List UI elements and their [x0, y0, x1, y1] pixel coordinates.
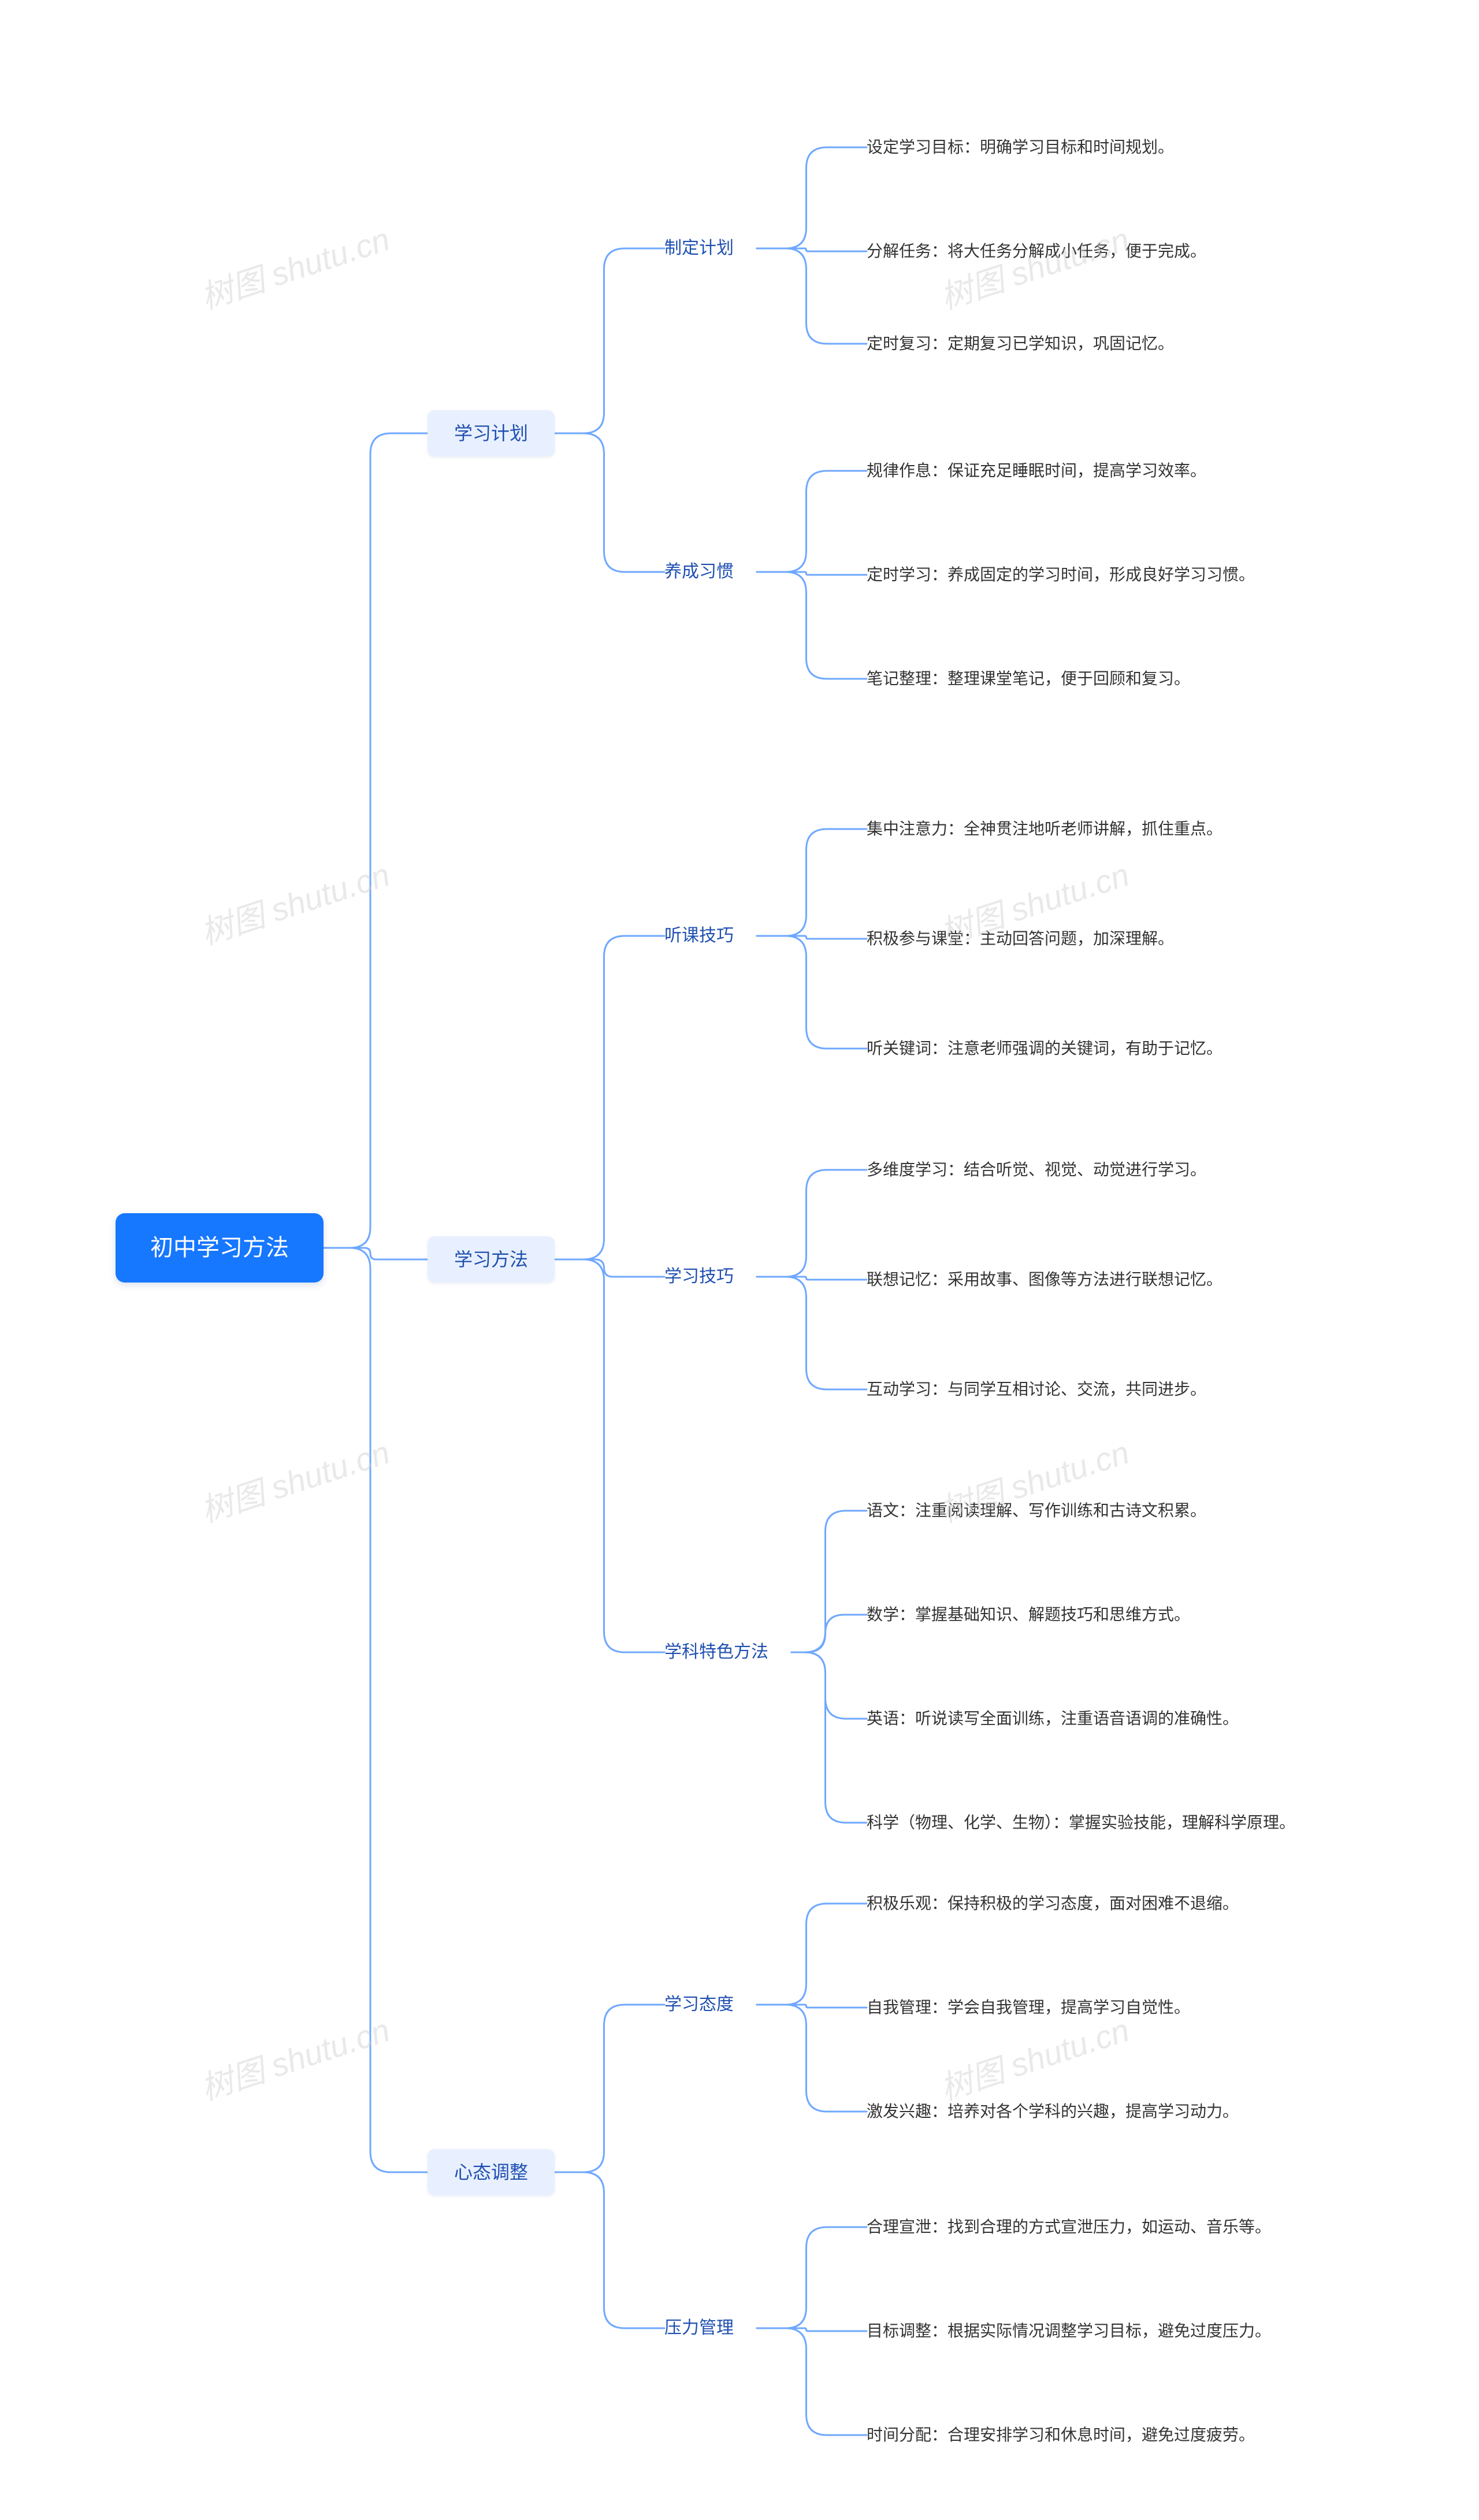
- leaf-b1s2l2: 定时学习：养成固定的学习时间，形成良好学习习惯。: [867, 555, 1387, 595]
- leaf-b1s2l3-label: 笔记整理：整理课堂笔记，便于回顾和复习。: [867, 667, 1190, 690]
- sub-b2s2[interactable]: 学习技巧: [664, 1259, 757, 1294]
- sub-b1s2-label: 养成习惯: [664, 562, 734, 582]
- mindmap-canvas: 初中学习方法 学习计划 制定计划 设定学习目标：明确学习目标和时间规划。分解任务：将大…: [0, 0, 1479, 2520]
- leaf-b2s2l3-label: 互动学习：与同学互相讨论、交流，共同进步。: [867, 1378, 1206, 1400]
- sub-b3s2-label: 压力管理: [664, 2318, 734, 2339]
- leaf-b1s1l2: 分解任务：将大任务分解成小任务，便于完成。: [867, 231, 1387, 272]
- branch-b2-label: 学习方法: [454, 1248, 528, 1270]
- leaf-b2s3l4-label: 科学（物理、化学、生物）：掌握实验技能，理解科学原理。: [867, 1811, 1295, 1834]
- leaf-b1s2l1-label: 规律作息：保证充足睡眠时间，提高学习效率。: [867, 459, 1206, 482]
- leaf-b3s1l3-label: 激发兴趣：培养对各个学科的兴趣，提高学习动力。: [867, 2100, 1239, 2123]
- sub-b2s2-label: 学习技巧: [664, 1266, 734, 1287]
- sub-b2s3-label: 学科特色方法: [664, 1642, 768, 1663]
- branch-b3-label: 心态调整: [454, 2161, 528, 2183]
- leaf-b2s3l1-label: 语文：注重阅读理解、写作训练和古诗文积累。: [867, 1499, 1206, 1522]
- leaf-b2s3l1: 语文：注重阅读理解、写作训练和古诗文积累。: [867, 1491, 1387, 1531]
- root-node[interactable]: 初中学习方法: [116, 1213, 324, 1283]
- leaf-b2s3l2-label: 数学：掌握基础知识、解题技巧和思维方式。: [867, 1603, 1190, 1626]
- leaf-b2s1l3-label: 听关键词：注意老师强调的关键词，有助于记忆。: [867, 1037, 1222, 1060]
- branch-b1[interactable]: 学习计划: [428, 410, 555, 456]
- branch-b2[interactable]: 学习方法: [428, 1236, 555, 1283]
- sub-b1s2[interactable]: 养成习惯: [664, 555, 757, 589]
- watermark: 树图 shutu.cn: [194, 2005, 395, 2110]
- leaf-b3s2l3-label: 时间分配：合理安排学习和休息时间，避免过度疲劳。: [867, 2424, 1255, 2446]
- leaf-b2s1l1-label: 集中注意力：全神贯注地听老师讲解，抓住重点。: [867, 817, 1222, 840]
- sub-b1s1-label: 制定计划: [664, 238, 734, 259]
- leaf-b2s3l3: 英语：听说读写全面训练，注重语音语调的准确性。: [867, 1698, 1387, 1739]
- leaf-b3s1l1-label: 积极乐观：保持积极的学习态度，面对困难不退缩。: [867, 1892, 1239, 1915]
- leaf-b1s1l1-label: 设定学习目标：明确学习目标和时间规划。: [867, 136, 1174, 158]
- leaf-b3s1l3: 激发兴趣：培养对各个学科的兴趣，提高学习动力。: [867, 2091, 1387, 2132]
- leaf-b2s3l4: 科学（物理、化学、生物）：掌握实验技能，理解科学原理。: [867, 1802, 1387, 1843]
- leaf-b3s2l1-label: 合理宣泄：找到合理的方式宣泄压力，如运动、音乐等。: [867, 2216, 1271, 2238]
- leaf-b2s1l2-label: 积极参与课堂：主动回答问题，加深理解。: [867, 927, 1174, 950]
- leaf-b3s2l1: 合理宣泄：找到合理的方式宣泄压力，如运动、音乐等。: [867, 2207, 1387, 2247]
- leaf-b3s2l3: 时间分配：合理安排学习和休息时间，避免过度疲劳。: [867, 2415, 1387, 2455]
- watermark: 树图 shutu.cn: [194, 214, 395, 319]
- leaf-b2s2l2: 联想记忆：采用故事、图像等方法进行联想记忆。: [867, 1259, 1387, 1300]
- leaf-b1s1l1: 设定学习目标：明确学习目标和时间规划。: [867, 127, 1387, 168]
- leaf-b2s2l1-label: 多维度学习：结合听觉、视觉、动觉进行学习。: [867, 1158, 1206, 1181]
- root-node-label: 初中学习方法: [150, 1234, 289, 1262]
- sub-b3s1[interactable]: 学习态度: [664, 1987, 757, 2022]
- leaf-b3s1l2: 自我管理：学会自我管理，提高学习自觉性。: [867, 1987, 1387, 2028]
- leaf-b3s1l2-label: 自我管理：学会自我管理，提高学习自觉性。: [867, 1996, 1190, 2019]
- leaf-b3s1l1: 积极乐观：保持积极的学习态度，面对困难不退缩。: [867, 1883, 1387, 1924]
- leaf-b2s3l2: 数学：掌握基础知识、解题技巧和思维方式。: [867, 1594, 1387, 1635]
- leaf-b1s2l1: 规律作息：保证充足睡眠时间，提高学习效率。: [867, 451, 1387, 491]
- leaf-b2s1l3: 听关键词：注意老师强调的关键词，有助于记忆。: [867, 1028, 1387, 1069]
- leaf-b1s1l2-label: 分解任务：将大任务分解成小任务，便于完成。: [867, 240, 1206, 262]
- leaf-b2s2l1: 多维度学习：结合听觉、视觉、动觉进行学习。: [867, 1150, 1387, 1190]
- sub-b2s3[interactable]: 学科特色方法: [664, 1635, 791, 1670]
- sub-b3s1-label: 学习态度: [664, 1994, 734, 2015]
- leaf-b2s1l1: 集中注意力：全神贯注地听老师讲解，抓住重点。: [867, 809, 1387, 849]
- leaf-b2s2l2-label: 联想记忆：采用故事、图像等方法进行联想记忆。: [867, 1268, 1222, 1291]
- sub-b2s1[interactable]: 听课技巧: [664, 919, 757, 953]
- leaf-b1s1l3-label: 定时复习：定期复习已学知识，巩固记忆。: [867, 332, 1174, 355]
- leaf-b2s3l3-label: 英语：听说读写全面训练，注重语音语调的准确性。: [867, 1707, 1239, 1730]
- branch-b1-label: 学习计划: [454, 422, 528, 444]
- leaf-b1s2l2-label: 定时学习：养成固定的学习时间，形成良好学习习惯。: [867, 563, 1255, 586]
- sub-b2s1-label: 听课技巧: [664, 926, 734, 946]
- sub-b3s2[interactable]: 压力管理: [664, 2311, 757, 2346]
- leaf-b3s2l2: 目标调整：根据实际情况调整学习目标，避免过度压力。: [867, 2311, 1387, 2351]
- leaf-b1s1l3: 定时复习：定期复习已学知识，巩固记忆。: [867, 324, 1387, 364]
- watermark: 树图 shutu.cn: [194, 849, 395, 954]
- leaf-b3s2l2-label: 目标调整：根据实际情况调整学习目标，避免过度压力。: [867, 2320, 1271, 2342]
- watermark: 树图 shutu.cn: [194, 1427, 395, 1532]
- leaf-b2s2l3: 互动学习：与同学互相讨论、交流，共同进步。: [867, 1369, 1387, 1410]
- leaf-b2s1l2: 积极参与课堂：主动回答问题，加深理解。: [867, 919, 1387, 959]
- sub-b1s1[interactable]: 制定计划: [664, 231, 757, 266]
- leaf-b1s2l3: 笔记整理：整理课堂笔记，便于回顾和复习。: [867, 659, 1387, 699]
- branch-b3[interactable]: 心态调整: [428, 2149, 555, 2195]
